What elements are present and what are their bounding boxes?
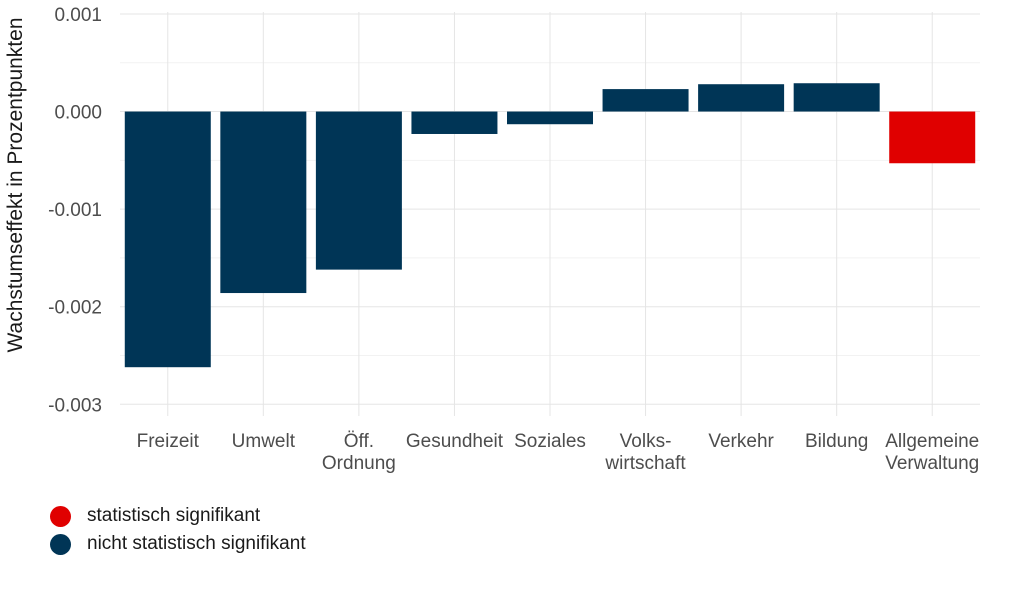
y-tick-label: 0.000	[54, 103, 102, 124]
y-axis-ticks: 0.001 0.000 -0.001 -0.002 -0.003	[48, 5, 102, 416]
y-tick-label: 0.001	[54, 5, 102, 26]
legend-label-not-significant: nicht statistisch signifikant	[87, 533, 306, 554]
x-tick-label-line: Soziales	[514, 431, 586, 452]
x-axis-ticks: Freizeit Umwelt Öff. Ordnung Gesundheit Sozia…	[137, 431, 980, 474]
legend-dot-significant	[50, 505, 71, 527]
x-tick-label-line: Gesundheit	[406, 431, 504, 452]
x-tick-label-line: Öff.	[344, 431, 374, 452]
x-tick-label: Öff. Ordnung	[322, 431, 396, 474]
x-tick-label: Bildung	[805, 431, 868, 452]
y-axis-label: Wachstumseffekt in Prozentpunkten	[4, 17, 27, 352]
y-tick-label: -0.003	[48, 395, 102, 416]
legend-item-not-significant: nicht statistisch signifikant	[50, 530, 306, 558]
x-tick-label: Freizeit	[137, 431, 200, 452]
bar-öff-ordnung	[315, 111, 402, 270]
legend-item-significant: statistisch signifikant	[50, 502, 306, 530]
legend: statistisch signifikant nicht statistisc…	[50, 502, 306, 558]
x-tick-label-line: Umwelt	[232, 431, 296, 452]
bar-allgemeine-verwaltung	[889, 111, 976, 164]
y-tick-label: -0.001	[48, 200, 102, 221]
legend-dot-not-significant	[50, 533, 71, 555]
bars	[124, 83, 976, 368]
x-tick-label: Volks-wirtschaft	[604, 431, 686, 474]
bar-freizeit	[124, 111, 211, 368]
x-tick-label-line: Volks-	[620, 431, 672, 452]
bar-volks-wirtschaft	[602, 89, 689, 112]
bar-verkehr	[698, 84, 785, 112]
x-tick-label: Umwelt	[232, 431, 296, 452]
x-tick-label: Gesundheit	[406, 431, 504, 452]
bar-umwelt	[220, 111, 307, 294]
y-tick-label: -0.002	[48, 298, 102, 319]
x-tick-label-line: Freizeit	[137, 431, 200, 452]
x-tick-label-line: Verwaltung	[885, 453, 979, 474]
legend-label-significant: statistisch signifikant	[87, 505, 261, 526]
x-tick-label-line: wirtschaft	[604, 453, 686, 474]
bar-bildung	[793, 83, 880, 112]
x-tick-label: Verkehr	[708, 431, 774, 452]
x-tick-label-line: Bildung	[805, 431, 868, 452]
bar-soziales	[507, 111, 593, 125]
x-tick-label: Allgemeine Verwaltung	[885, 431, 979, 474]
x-tick-label-line: Ordnung	[322, 453, 396, 474]
x-tick-label-line: Allgemeine	[885, 431, 979, 452]
x-tick-label: Soziales	[514, 431, 586, 452]
x-tick-label-line: Verkehr	[708, 431, 774, 452]
bar-gesundheit	[411, 111, 498, 134]
